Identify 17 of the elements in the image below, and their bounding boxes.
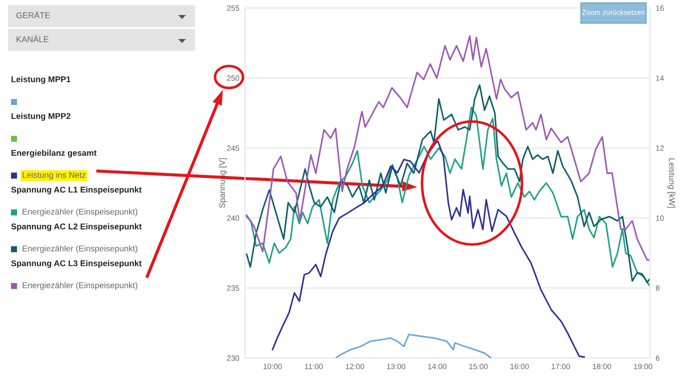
legend-label: Energiezähler (Einspeisepunkt)	[22, 208, 138, 216]
line-series	[335, 334, 492, 358]
text: Energiebilanz gesamt	[12, 150, 97, 158]
legend-label: Energiezähler (Einspeisepunkt)	[22, 245, 138, 254]
text: Spannung AC L1 Einspeisepunkt	[11, 186, 142, 194]
text: Leistung MPP1	[12, 76, 70, 84]
line-series	[246, 35, 650, 261]
line-series	[272, 140, 585, 358]
text: Leistung MPP2	[12, 112, 70, 121]
text: Spannung AC L2 Einspeisepunkt	[11, 223, 142, 232]
text: KANÄLE	[16, 35, 49, 42]
text: Spannung AC L3 Einspeisepunkt	[11, 260, 142, 268]
legend-label: Leistung ins Netz	[22, 172, 86, 180]
y-axis-title: Spannung [V]	[218, 158, 227, 208]
text: GERÄTE	[16, 11, 50, 18]
legend-label: Energiezähler (Einspeisepunkt)	[22, 282, 138, 290]
y2-axis-title: Leistung [kW]	[667, 158, 676, 208]
